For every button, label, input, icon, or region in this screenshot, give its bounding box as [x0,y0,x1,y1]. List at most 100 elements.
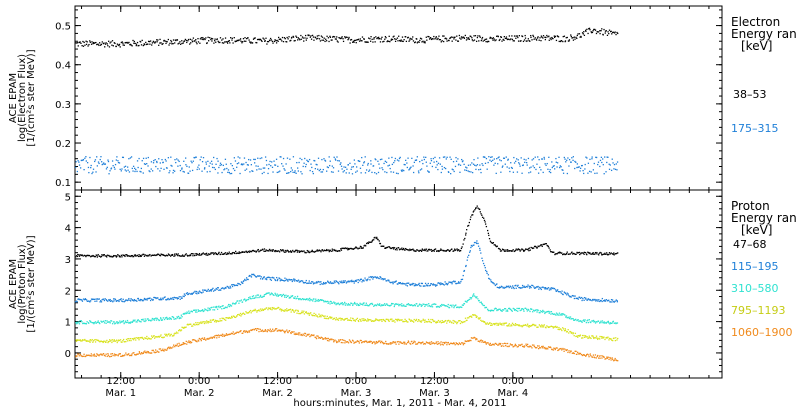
data-point [594,298,596,301]
data-point [411,157,413,160]
data-point [281,295,283,298]
data-point [110,353,112,355]
data-point [182,255,184,257]
data-point [337,160,339,162]
data-point [455,160,458,162]
data-point [266,43,268,45]
data-point [175,318,177,320]
data-point [264,39,266,42]
data-point [288,278,290,281]
data-point [241,42,243,44]
data-point [183,342,186,345]
data-point [382,342,384,344]
data-point [571,317,573,320]
data-point [420,285,422,287]
data-point [142,338,145,340]
data-point [292,279,294,281]
data-point [341,339,344,341]
data-point [216,288,218,291]
data-point [449,320,451,322]
data-point [443,321,445,323]
data-point [614,339,617,342]
data-point [401,247,403,249]
data-point [510,166,513,169]
data-point [305,163,307,166]
data-point [365,41,368,43]
data-point [414,159,417,162]
data-point [374,236,376,239]
data-point [519,325,521,327]
data-point [327,337,329,340]
data-point [546,288,549,290]
data-point [463,303,466,305]
data-point [188,341,191,344]
data-point [611,301,613,303]
data-point [554,325,557,328]
data-point [282,309,284,311]
data-point [461,342,463,344]
data-point [500,323,502,326]
data-point [301,298,304,300]
data-point [328,338,331,341]
data-point [516,35,519,37]
data-point [604,300,607,302]
data-point [260,276,262,278]
data-point [332,171,334,173]
data-point [614,31,616,33]
data-point [307,282,309,284]
data-point [594,28,596,31]
data-point [92,168,95,170]
data-point [247,331,249,333]
data-point [431,38,433,40]
data-point [552,326,554,328]
data-point [296,249,298,252]
data-point [616,161,619,163]
data-point [76,255,79,258]
data-point [97,298,99,300]
data-point [201,292,203,294]
data-point [491,324,493,326]
data-point [443,250,445,252]
data-point [608,168,611,170]
data-point [92,41,95,44]
data-point [559,291,561,293]
data-point [613,252,615,254]
data-point [523,324,525,326]
data-point [404,283,406,285]
data-point [92,42,94,45]
data-point [92,171,94,173]
data-point [163,254,165,256]
data-point [559,328,561,330]
data-point [85,354,88,356]
data-point [364,41,366,43]
data-point [187,38,190,41]
data-point [538,324,541,326]
data-point [85,340,88,342]
data-point [323,282,325,285]
data-point [433,343,436,345]
data-point [424,42,426,44]
data-point [615,299,617,301]
data-point [208,40,210,42]
data-point [295,333,298,335]
data-point [453,280,455,282]
data-point [363,245,365,247]
data-point [202,291,204,293]
data-point [172,297,174,299]
data-point [518,162,520,164]
data-point [336,250,339,253]
data-point [310,163,312,165]
data-point [183,327,185,329]
data-point [138,254,140,256]
data-point [373,237,375,239]
data-point [500,36,502,38]
data-point [239,314,241,316]
data-point [92,322,94,324]
data-point [273,294,275,296]
data-point [424,305,426,308]
data-point [218,166,220,169]
data-point [90,353,92,355]
data-point [386,304,389,306]
data-point [466,37,468,39]
data-point [448,281,450,283]
